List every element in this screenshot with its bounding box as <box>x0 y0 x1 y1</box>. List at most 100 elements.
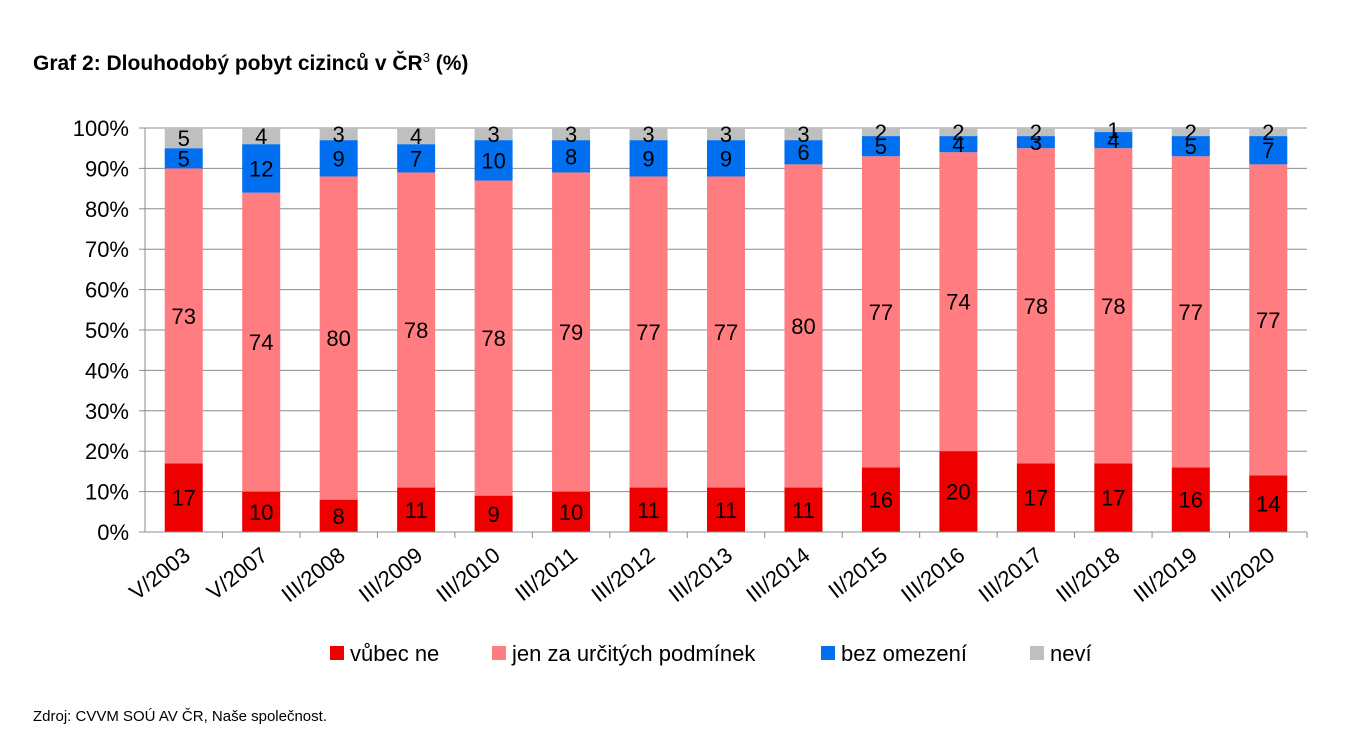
data-label: 4 <box>1107 128 1119 153</box>
data-label: 11 <box>715 498 738 523</box>
x-tick-label: II/2015 <box>824 542 892 603</box>
bar-segment <box>1094 132 1133 149</box>
data-label: 16 <box>869 488 893 513</box>
bar-segment <box>939 136 978 153</box>
data-label: 74 <box>249 330 273 355</box>
data-label: 20 <box>946 480 970 505</box>
bar-segment <box>474 180 513 496</box>
data-label: 12 <box>249 156 273 181</box>
x-tick-label: III/2009 <box>354 542 427 607</box>
data-label: 2 <box>1262 120 1274 145</box>
y-tick-label: 40% <box>85 358 129 383</box>
data-label: 3 <box>642 122 654 147</box>
data-label: 78 <box>481 326 505 351</box>
data-label: 8 <box>333 504 345 529</box>
x-tick-label: V/2003 <box>124 542 194 605</box>
data-label: 77 <box>636 320 660 345</box>
data-label: 78 <box>1101 294 1125 319</box>
data-label: 2 <box>1030 120 1042 145</box>
source-note: Zdroj: CVVM SOÚ AV ČR, Naše společnost. <box>33 708 327 725</box>
x-tick-label: III/2016 <box>896 542 969 607</box>
legend-label: bez omezení <box>841 641 967 666</box>
bar-segment <box>707 128 745 141</box>
bar-segment <box>707 487 745 532</box>
legend-swatch <box>821 646 835 660</box>
data-label: 6 <box>797 140 809 165</box>
data-label: 7 <box>1262 138 1274 163</box>
bar-segment <box>319 499 358 532</box>
bar-segment <box>242 491 281 532</box>
data-label: 1 <box>1107 118 1119 143</box>
bar-segment <box>629 176 668 488</box>
x-tick-label: III/2012 <box>586 542 659 607</box>
chart-title-footnote: 3 <box>422 50 430 65</box>
bar-segment <box>319 128 358 141</box>
bar-segment <box>164 148 203 169</box>
data-label: 73 <box>171 304 195 329</box>
bar-segment <box>1094 148 1133 464</box>
legend-label: neví <box>1050 641 1092 666</box>
bar-segment <box>939 152 978 452</box>
bar-segment <box>1016 463 1055 532</box>
bar-segment <box>939 451 978 532</box>
data-label: 3 <box>1030 130 1042 155</box>
data-label: 17 <box>171 486 195 511</box>
data-label: 5 <box>178 126 190 151</box>
data-label: 9 <box>720 146 732 171</box>
y-tick-label: 0% <box>97 520 129 545</box>
bar-segment <box>242 192 281 492</box>
bar-segment <box>1249 136 1288 165</box>
stacked-bar-chart: 0%10%20%30%40%50%60%70%80%90%100%177355V… <box>73 116 1308 666</box>
data-label: 77 <box>714 320 738 345</box>
bar-segment <box>784 487 823 532</box>
x-tick-label: III/2013 <box>664 542 737 607</box>
data-label: 4 <box>410 124 422 149</box>
x-tick-label: III/2017 <box>974 542 1047 607</box>
data-label: 74 <box>946 290 970 315</box>
legend-swatch <box>1030 646 1044 660</box>
data-label: 9 <box>487 502 499 527</box>
data-label: 3 <box>720 122 732 147</box>
bar-segment <box>474 495 513 532</box>
data-label: 77 <box>1179 300 1203 325</box>
bar-segment <box>629 128 668 141</box>
bar-segment <box>629 140 668 177</box>
data-label: 14 <box>1256 492 1280 517</box>
bar-segment <box>861 136 900 157</box>
bar-segment <box>242 128 281 145</box>
bar-segment <box>397 172 436 488</box>
bar-segment <box>164 168 203 464</box>
data-label: 5 <box>875 134 887 159</box>
x-tick-label: III/2010 <box>431 542 504 607</box>
y-tick-label: 90% <box>85 156 129 181</box>
data-label: 2 <box>875 120 887 145</box>
data-label: 9 <box>333 146 345 171</box>
y-tick-label: 50% <box>85 318 129 343</box>
x-tick-label: III/2008 <box>277 542 350 607</box>
data-label: 5 <box>178 146 190 171</box>
bar-segment <box>552 491 591 532</box>
bar-segment <box>939 128 978 137</box>
data-label: 17 <box>1024 486 1048 511</box>
x-tick-label: III/2019 <box>1129 542 1202 607</box>
data-label: 10 <box>559 500 583 525</box>
bar-segment <box>1094 463 1133 532</box>
bar-segment <box>397 128 436 145</box>
bar-segment <box>242 144 281 193</box>
x-tick-label: III/2014 <box>741 542 814 607</box>
bar-segment <box>1171 136 1210 157</box>
bar-segment <box>784 164 823 488</box>
bar-segment <box>552 172 591 492</box>
x-tick-label: III/2011 <box>510 542 582 606</box>
data-label: 10 <box>481 148 505 173</box>
bar-segment <box>474 128 513 141</box>
bar-segment <box>474 140 513 181</box>
legend-label: vůbec ne <box>350 641 439 666</box>
bar-segment <box>1094 128 1133 133</box>
data-label: 3 <box>797 122 809 147</box>
x-tick-label: III/2020 <box>1206 542 1279 607</box>
bar-segment <box>784 128 823 141</box>
data-label: 2 <box>952 120 964 145</box>
data-label: 3 <box>565 122 577 147</box>
x-tick-label: III/2018 <box>1051 542 1124 607</box>
